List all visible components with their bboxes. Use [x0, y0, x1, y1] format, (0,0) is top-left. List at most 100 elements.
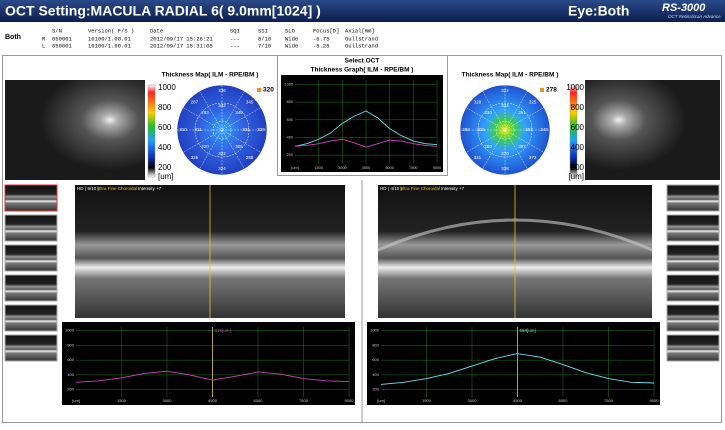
- sector-value: 397: [518, 144, 526, 149]
- scan-filter: Ultra Fine Choroidal: [97, 186, 137, 191]
- x-tick-label: 7500: [299, 398, 309, 403]
- center-value: 320: [263, 87, 274, 94]
- cell: 650001: [52, 42, 73, 49]
- scale-label: 1000: [566, 83, 584, 92]
- scale-label: 400: [158, 143, 172, 152]
- cursor-label: 315[um]: [215, 328, 231, 333]
- thumbnail: [4, 214, 58, 242]
- y-tick-label: 800: [67, 342, 74, 347]
- x-tick-label: 9000: [433, 166, 441, 170]
- thumbnail: [4, 184, 58, 212]
- sector-value: 331: [474, 155, 482, 160]
- sector-value: 298: [246, 155, 254, 160]
- sector-value: 342: [218, 103, 226, 108]
- thickness-line: [294, 110, 438, 147]
- sector-value: 322: [218, 151, 226, 156]
- x-tick-label: 3000: [468, 398, 478, 403]
- y-tick-label: 600: [67, 357, 74, 362]
- x-tick-label: 3000: [338, 166, 346, 170]
- map-ray: [199, 90, 245, 170]
- map-ray: [465, 107, 545, 153]
- scan-mode: HD ( 4/10 ): [380, 186, 403, 191]
- y-tick-label: 200: [67, 387, 74, 392]
- thumbnail: [666, 334, 720, 362]
- x-tick-label: 6000: [385, 166, 393, 170]
- cell: 650001: [52, 35, 73, 42]
- graph-bg: [367, 322, 660, 405]
- y-tick-label: 600: [372, 357, 379, 362]
- x-tick-label: 9000: [650, 398, 660, 403]
- x-unit: [um]: [377, 398, 385, 403]
- scale-label: 200: [158, 163, 172, 172]
- scan-mode: HD ( 6/10 ): [77, 186, 100, 191]
- col-header: SSI: [258, 27, 268, 34]
- y-tick-label: 400: [67, 372, 74, 377]
- center-marker: [540, 88, 544, 92]
- cell: R: [42, 35, 46, 42]
- cell: ---: [230, 35, 240, 42]
- x-tick-label: 6000: [254, 398, 264, 403]
- sector-value: 311: [194, 127, 202, 132]
- graph-bg: [62, 322, 355, 405]
- y-tick-label: 1000: [370, 328, 380, 333]
- graph-bg: [281, 75, 443, 172]
- thumbnail: [666, 304, 720, 332]
- heading: Select OCT: [345, 58, 380, 65]
- sector-value: 370: [501, 151, 509, 156]
- y-tick-label: 400: [287, 135, 293, 139]
- x-tick-label: 1500: [422, 398, 432, 403]
- sector-value: 326: [191, 155, 199, 160]
- sector-value: 331: [242, 127, 250, 132]
- sector-value: 351: [518, 110, 526, 115]
- col-header: Date: [150, 27, 163, 34]
- x-tick-label: 9000: [345, 398, 355, 403]
- sector-value: 330: [484, 110, 492, 115]
- info-label: Both: [5, 34, 21, 41]
- x-tick-label: 1500: [314, 166, 322, 170]
- x-tick-label: 7500: [604, 398, 614, 403]
- cell: Gullstrand: [345, 42, 378, 49]
- sector-value: 310: [179, 127, 187, 132]
- sector-value: 338: [501, 166, 509, 171]
- y-tick-label: 800: [287, 100, 293, 104]
- y-tick-label: 200: [287, 153, 293, 157]
- col-header: Version( F/S ): [88, 27, 134, 34]
- sector-value: 350: [484, 144, 492, 149]
- fundus-left: [5, 80, 145, 180]
- thumbnail: [666, 244, 720, 272]
- sector-value: 344: [501, 103, 509, 108]
- cell: 2012/09/17 15:26:21: [150, 35, 213, 42]
- thickness-line: [294, 138, 438, 148]
- thumbnail: [4, 304, 58, 332]
- y-tick-label: 600: [287, 118, 293, 122]
- sector-value: 293: [201, 110, 209, 115]
- center-marker: [257, 88, 261, 92]
- logo: RS-3000: [662, 2, 706, 14]
- map-title: Thickness Map( ILM - RPE/BM ): [162, 72, 259, 79]
- sector-value: 345: [246, 100, 254, 105]
- cell: Wide: [285, 35, 298, 42]
- y-tick-label: 1000: [65, 328, 75, 333]
- cell: 7/10: [258, 42, 271, 49]
- scale-label: 400: [571, 143, 585, 152]
- col-header: SLO: [285, 27, 296, 34]
- thumbnails: [4, 184, 720, 362]
- x-unit: [um]: [291, 166, 298, 170]
- cell: 10100/1.00.01: [88, 42, 132, 49]
- thickness-line: [75, 370, 350, 383]
- sector-value: 323: [257, 127, 265, 132]
- center-value: 278: [546, 87, 557, 94]
- x-tick-label: 4500: [513, 398, 523, 403]
- sector-value: 349: [235, 110, 243, 115]
- sector-value: 315: [477, 127, 485, 132]
- sector-value: 336: [218, 88, 226, 93]
- scale-label: 1000: [158, 83, 176, 92]
- scale-label: 800: [158, 103, 172, 112]
- scale-label: 200: [571, 163, 585, 172]
- col-header: SQI: [230, 27, 240, 34]
- sector-value: 373: [529, 155, 537, 160]
- thumbnail: [4, 274, 58, 302]
- scan-filter: Ultra Fine Choroidal: [400, 186, 440, 191]
- cell: Gullstrand: [345, 35, 378, 42]
